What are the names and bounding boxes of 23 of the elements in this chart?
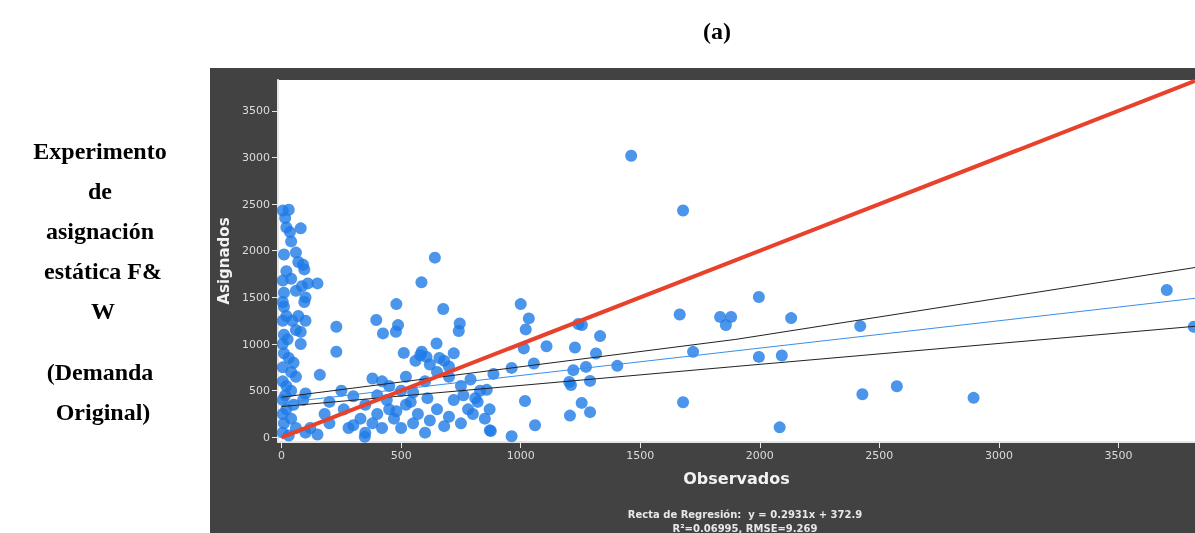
x-tick-label: 0	[278, 449, 286, 462]
text: Experimento de asignación estática F&W	[33, 138, 173, 324]
y-tick-label: 3000	[242, 150, 270, 164]
x-tick-label: 2500	[865, 449, 894, 462]
x-tick-label: 2000	[745, 449, 774, 462]
y-tick-label: 500	[249, 384, 270, 398]
chart-title: (a)	[703, 18, 731, 44]
x-tick-label: 500	[390, 449, 412, 462]
x-tick-label: 3000	[984, 449, 1013, 462]
y-tick-label: 2000	[242, 244, 270, 258]
text: (Demanda Original)	[46, 359, 160, 425]
x-axis-title: Observados	[683, 468, 790, 488]
y-tick-label: 2500	[242, 197, 270, 211]
y-tick-label: 3500	[242, 104, 270, 118]
x-tick-label: 1500	[626, 449, 655, 462]
y-tick-label: 1500	[242, 290, 270, 304]
y-tick-label: 0	[263, 430, 270, 444]
y-axis-title: Asignados	[214, 217, 233, 305]
text: Recta de Regresión: y = 0.2931x + 372.9	[627, 508, 863, 520]
x-tick-label: 1000	[506, 449, 535, 462]
x-tick-label: 3500	[1104, 449, 1133, 462]
y-tick-label: 1000	[242, 337, 270, 351]
text: R²=0.06995, RMSE=9.269	[672, 522, 818, 533]
